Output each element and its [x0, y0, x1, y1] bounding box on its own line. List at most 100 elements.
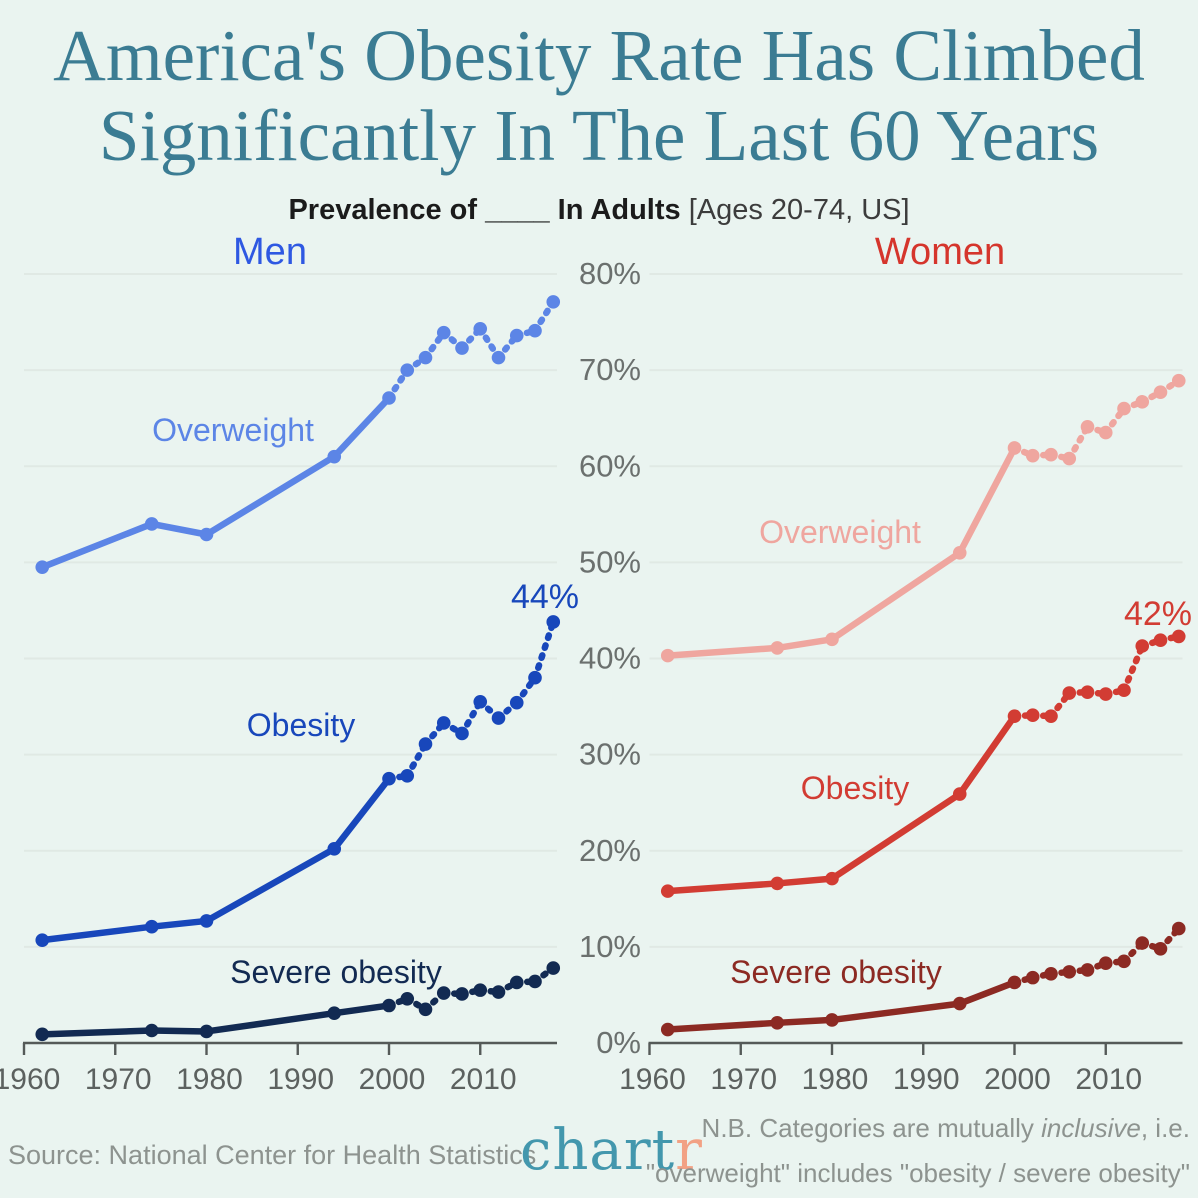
men-obesity-line — [148, 917, 210, 930]
men-overweight-line — [203, 453, 338, 538]
footnote-line1: N.B. Categories are mutually inclusive, … — [701, 1113, 1190, 1143]
x-axis-label: 2000 — [359, 1063, 426, 1096]
men-overweight-line — [39, 520, 155, 571]
x-axis-label: 1980 — [802, 1063, 869, 1096]
data-point — [382, 998, 396, 1013]
data-point — [491, 985, 506, 999]
y-axis-label: 30% — [579, 737, 641, 772]
data-point — [418, 350, 433, 365]
women-severe-label: Severe obesity — [730, 954, 942, 990]
data-point — [1153, 633, 1168, 648]
data-point — [382, 391, 396, 405]
women-obesity-annotation: 42% — [1124, 595, 1192, 633]
data-point — [1117, 401, 1131, 416]
men-severe-line — [148, 1027, 210, 1035]
data-point — [1062, 686, 1077, 700]
data-point — [1025, 448, 1040, 463]
data-point — [1135, 936, 1150, 950]
data-point — [770, 641, 785, 655]
data-point — [1153, 385, 1168, 400]
data-point — [491, 711, 506, 725]
y-axis-label: 80% — [579, 256, 641, 291]
logo-r-text: r — [675, 1118, 703, 1183]
data-point — [327, 842, 342, 856]
data-point — [1153, 941, 1168, 956]
data-point — [1098, 687, 1113, 701]
men-panel-title: Men — [233, 231, 307, 273]
data-point — [952, 545, 967, 560]
data-point — [144, 517, 159, 531]
chartr-logo: chartr — [520, 1118, 703, 1183]
men-severe-line — [39, 1027, 155, 1038]
y-axis-label: 40% — [579, 641, 641, 676]
data-point — [400, 768, 415, 783]
data-point — [436, 325, 451, 340]
data-point — [546, 295, 561, 309]
data-point — [825, 1013, 839, 1027]
x-axis-label: 1970 — [710, 1063, 777, 1096]
data-point — [199, 527, 214, 542]
data-point — [1007, 709, 1022, 723]
men-obesity-label: Obesity — [247, 707, 355, 743]
data-point — [455, 341, 469, 355]
data-point — [509, 328, 524, 343]
data-point — [1117, 954, 1131, 969]
footnote-italic: inclusive — [1041, 1113, 1141, 1143]
data-point — [436, 716, 451, 730]
women-overweight-label: Overweight — [759, 514, 921, 550]
subtitle-ages: [Ages 20-74, US] — [688, 194, 910, 226]
data-point — [546, 615, 561, 629]
data-point — [1025, 708, 1040, 723]
women-obesity-line — [828, 790, 963, 882]
footnote: N.B. Categories are mutually inclusive, … — [646, 1106, 1190, 1195]
data-point — [473, 321, 488, 336]
data-point — [1062, 965, 1077, 979]
x-axis-label: 1990 — [267, 1063, 334, 1096]
women-severe-line — [828, 1000, 963, 1024]
page-title-line1: America's Obesity Rate Has Climbed — [53, 15, 1145, 96]
data-point — [455, 987, 469, 1001]
data-point — [1007, 441, 1022, 455]
data-point — [199, 1024, 214, 1039]
data-point — [952, 996, 967, 1011]
men-overweight-line — [331, 394, 393, 460]
y-axis-label: 70% — [579, 352, 641, 387]
chart-subtitle: Prevalence of ____ In Adults [Ages 20-74… — [0, 194, 1198, 227]
source-credit: Source: National Center for Health Stati… — [8, 1140, 537, 1170]
women-obesity-line — [774, 875, 836, 887]
logo-chart-text: chart — [520, 1118, 676, 1183]
data-point — [1080, 420, 1095, 434]
data-point — [1007, 975, 1022, 990]
men-obesity-line — [39, 923, 155, 944]
data-point — [199, 914, 214, 928]
data-point — [660, 884, 675, 898]
women-overweight-line — [774, 636, 836, 652]
data-point — [1135, 395, 1150, 409]
men-obesity-line — [531, 618, 557, 681]
data-point — [436, 986, 451, 1000]
data-point — [1171, 629, 1186, 644]
women-obesity-line — [1120, 642, 1146, 694]
men-severe-line — [331, 1002, 393, 1017]
women-severe-line — [664, 1019, 781, 1033]
data-point — [1044, 966, 1058, 981]
x-axis-label: 1980 — [176, 1063, 243, 1096]
data-point — [952, 787, 967, 801]
data-point — [1135, 639, 1150, 653]
data-point — [825, 871, 839, 886]
data-point — [770, 876, 785, 891]
y-axis-label: 60% — [579, 448, 641, 483]
data-point — [528, 974, 542, 989]
x-axis-label: 1960 — [619, 1063, 686, 1096]
men-severe-label: Severe obesity — [230, 954, 442, 990]
men-obesity-line — [331, 775, 393, 853]
data-point — [35, 933, 50, 947]
men-overweight-line — [148, 520, 210, 538]
data-point — [546, 961, 561, 975]
data-point — [528, 670, 542, 685]
x-axis-label: 2010 — [1075, 1063, 1142, 1096]
data-point — [770, 1016, 785, 1030]
data-point — [382, 771, 396, 786]
data-point — [400, 363, 415, 377]
